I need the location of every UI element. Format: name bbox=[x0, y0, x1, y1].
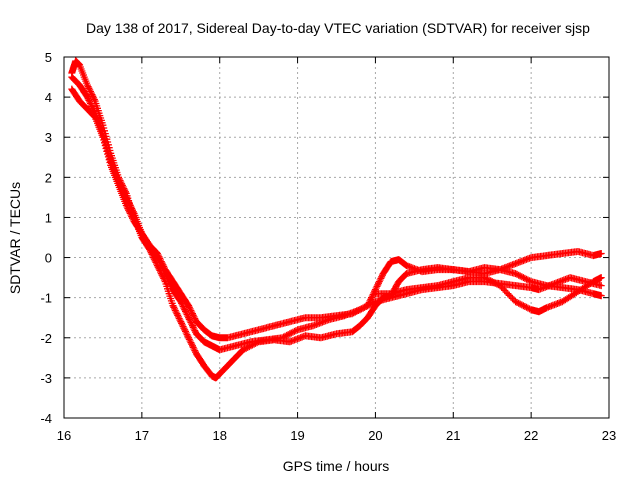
x-tick-label: 16 bbox=[57, 428, 71, 443]
y-tick-label: -3 bbox=[40, 371, 52, 386]
y-axis-label: SDTVAR / TECUs bbox=[7, 182, 23, 294]
x-axis-label: GPS time / hours bbox=[283, 458, 390, 474]
x-tick-label: 18 bbox=[212, 428, 226, 443]
grid-lines bbox=[64, 57, 609, 418]
y-tick-label: -4 bbox=[40, 411, 52, 426]
plus-markers-trace-b bbox=[68, 85, 605, 342]
plus-markers-trace-c bbox=[68, 73, 605, 354]
x-tick-label: 23 bbox=[602, 428, 616, 443]
y-tick-label: 4 bbox=[45, 90, 52, 105]
series-trace-a bbox=[68, 57, 605, 382]
y-axis-ticks: -4 -3 -2 -1 0 1 2 3 4 5 bbox=[40, 50, 609, 426]
y-tick-label: 5 bbox=[45, 50, 52, 65]
x-tick-label: 21 bbox=[446, 428, 460, 443]
x-tick-label: 17 bbox=[135, 428, 149, 443]
y-tick-label: -2 bbox=[40, 331, 52, 346]
y-tick-label: 0 bbox=[45, 251, 52, 266]
x-tick-label: 22 bbox=[524, 428, 538, 443]
y-tick-label: 2 bbox=[45, 170, 52, 185]
series-trace-c bbox=[68, 73, 605, 354]
plot-frame bbox=[63, 56, 610, 419]
x-tick-label: 19 bbox=[290, 428, 304, 443]
data-series bbox=[68, 57, 605, 382]
x-axis-ticks: 16 17 18 19 20 21 22 23 bbox=[57, 57, 616, 443]
series-trace-d bbox=[371, 274, 605, 316]
series-trace-b bbox=[68, 85, 605, 342]
y-tick-label: 3 bbox=[45, 130, 52, 145]
plus-markers-trace-d bbox=[371, 274, 605, 316]
x-tick-label: 20 bbox=[368, 428, 382, 443]
plus-markers-trace-a bbox=[68, 57, 605, 382]
y-tick-label: -1 bbox=[40, 291, 52, 306]
chart-title: Day 138 of 2017, Sidereal Day-to-day VTE… bbox=[86, 20, 590, 36]
y-tick-label: 1 bbox=[45, 210, 52, 225]
